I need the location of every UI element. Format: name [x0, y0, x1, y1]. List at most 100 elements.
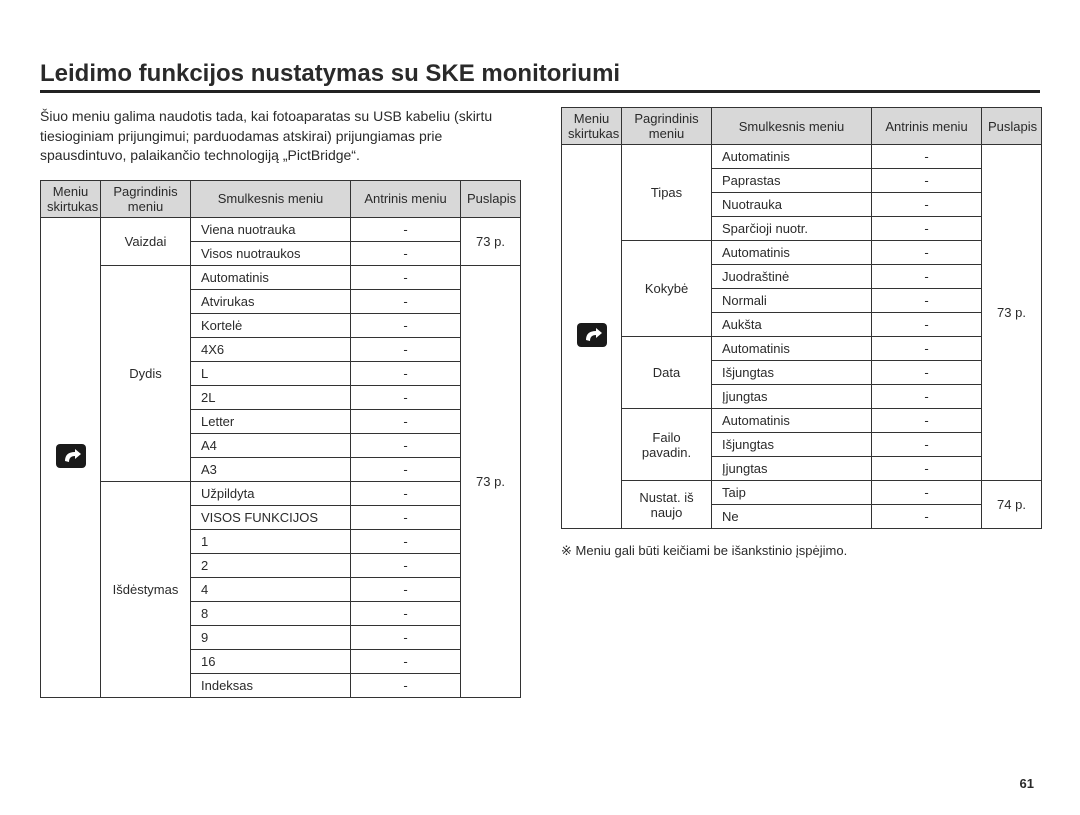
secondary-menu-cell: - — [351, 289, 461, 313]
sub-menu-cell: 4X6 — [191, 337, 351, 361]
table-row: Failo pavadin.Automatinis- — [562, 409, 1042, 433]
sub-menu-cell: 2 — [191, 553, 351, 577]
header-page: Puslapis — [982, 108, 1042, 145]
header-tab: Meniu skirtukas — [41, 180, 101, 217]
sub-menu-cell: Įjungtas — [712, 457, 872, 481]
secondary-menu-cell: - — [872, 145, 982, 169]
secondary-menu-cell: - — [351, 457, 461, 481]
sub-menu-cell: Juodraštinė — [712, 265, 872, 289]
secondary-menu-cell: - — [351, 217, 461, 241]
sub-menu-cell: Įjungtas — [712, 385, 872, 409]
sub-menu-cell: 2L — [191, 385, 351, 409]
table-row: TipasAutomatinis-73 p. — [562, 145, 1042, 169]
secondary-menu-cell: - — [872, 265, 982, 289]
left-table: Meniu skirtukasPagrindinis meniuSmulkesn… — [40, 180, 521, 698]
sub-menu-cell: 4 — [191, 577, 351, 601]
sub-menu-cell: Išjungtas — [712, 433, 872, 457]
secondary-menu-cell: - — [872, 481, 982, 505]
secondary-menu-cell: - — [351, 529, 461, 553]
secondary-menu-cell: - — [351, 361, 461, 385]
sub-menu-cell: Automatinis — [712, 409, 872, 433]
secondary-menu-cell: - — [872, 169, 982, 193]
secondary-menu-cell: - — [351, 265, 461, 289]
main-menu-cell: Failo pavadin. — [622, 409, 712, 481]
table-row: IšdėstymasUžpildyta- — [41, 481, 521, 505]
header-page: Puslapis — [461, 180, 521, 217]
header-sub: Smulkesnis meniu — [191, 180, 351, 217]
table-row: DydisAutomatinis-73 p. — [41, 265, 521, 289]
header-main: Pagrindinis meniu — [622, 108, 712, 145]
table-row: VaizdaiViena nuotrauka-73 p. — [41, 217, 521, 241]
page-cell: 73 p. — [461, 265, 521, 697]
right-column: Meniu skirtukasPagrindinis meniuSmulkesn… — [561, 107, 1042, 698]
page-cell: 73 p. — [461, 217, 521, 265]
secondary-menu-cell: - — [872, 361, 982, 385]
intro-text: Šiuo meniu galima naudotis tada, kai fot… — [40, 107, 521, 166]
sub-menu-cell: 9 — [191, 625, 351, 649]
sub-menu-cell: Viena nuotrauka — [191, 217, 351, 241]
sub-menu-cell: 1 — [191, 529, 351, 553]
sub-menu-cell: Indeksas — [191, 673, 351, 697]
secondary-menu-cell: - — [351, 481, 461, 505]
secondary-menu-cell: - — [872, 313, 982, 337]
sub-menu-cell: Visos nuotraukos — [191, 241, 351, 265]
secondary-menu-cell: - — [872, 337, 982, 361]
secondary-menu-cell: - — [351, 313, 461, 337]
sub-menu-cell: Užpildyta — [191, 481, 351, 505]
secondary-menu-cell: - — [872, 505, 982, 529]
secondary-menu-cell: - — [351, 673, 461, 697]
table-row: KokybėAutomatinis- — [562, 241, 1042, 265]
sub-menu-cell: Sparčioji nuotr. — [712, 217, 872, 241]
sub-menu-cell: 8 — [191, 601, 351, 625]
secondary-menu-cell: - — [872, 193, 982, 217]
secondary-menu-cell: - — [351, 649, 461, 673]
main-menu-cell: Išdėstymas — [101, 481, 191, 697]
sub-menu-cell: VISOS FUNKCIJOS — [191, 505, 351, 529]
sub-menu-cell: Automatinis — [712, 145, 872, 169]
sub-menu-cell: Atvirukas — [191, 289, 351, 313]
secondary-menu-cell: - — [872, 289, 982, 313]
header-sec: Antrinis meniu — [872, 108, 982, 145]
sub-menu-cell: Ne — [712, 505, 872, 529]
main-menu-cell: Vaizdai — [101, 217, 191, 265]
main-menu-cell: Tipas — [622, 145, 712, 241]
footnote: ※ Meniu gali būti keičiami be išankstini… — [561, 543, 1042, 559]
page-cell: 73 p. — [982, 145, 1042, 481]
main-menu-cell: Nustat. iš naujo — [622, 481, 712, 529]
header-main: Pagrindinis meniu — [101, 180, 191, 217]
main-menu-cell: Dydis — [101, 265, 191, 481]
secondary-menu-cell: - — [351, 577, 461, 601]
secondary-menu-cell: - — [872, 217, 982, 241]
sub-menu-cell: Normali — [712, 289, 872, 313]
left-column: Šiuo meniu galima naudotis tada, kai fot… — [40, 107, 521, 698]
sub-menu-cell: Automatinis — [712, 337, 872, 361]
sub-menu-cell: Taip — [712, 481, 872, 505]
sub-menu-cell: Kortelė — [191, 313, 351, 337]
secondary-menu-cell: - — [872, 409, 982, 433]
header-tab: Meniu skirtukas — [562, 108, 622, 145]
secondary-menu-cell: - — [351, 433, 461, 457]
secondary-menu-cell: - — [872, 433, 982, 457]
table-row: Nustat. iš naujoTaip-74 p. — [562, 481, 1042, 505]
sub-menu-cell: Išjungtas — [712, 361, 872, 385]
sub-menu-cell: 16 — [191, 649, 351, 673]
right-table: Meniu skirtukasPagrindinis meniuSmulkesn… — [561, 107, 1042, 529]
secondary-menu-cell: - — [872, 457, 982, 481]
header-sub: Smulkesnis meniu — [712, 108, 872, 145]
page-title: Leidimo funkcijos nustatymas su SKE moni… — [40, 60, 1040, 93]
secondary-menu-cell: - — [351, 505, 461, 529]
page-number: 61 — [1020, 776, 1034, 791]
main-menu-cell: Data — [622, 337, 712, 409]
pictbridge-icon — [562, 145, 622, 529]
table-row: DataAutomatinis- — [562, 337, 1042, 361]
secondary-menu-cell: - — [351, 385, 461, 409]
sub-menu-cell: A4 — [191, 433, 351, 457]
secondary-menu-cell: - — [872, 241, 982, 265]
sub-menu-cell: Automatinis — [712, 241, 872, 265]
pictbridge-icon — [41, 217, 101, 697]
secondary-menu-cell: - — [351, 409, 461, 433]
secondary-menu-cell: - — [872, 385, 982, 409]
sub-menu-cell: Nuotrauka — [712, 193, 872, 217]
sub-menu-cell: Letter — [191, 409, 351, 433]
main-menu-cell: Kokybė — [622, 241, 712, 337]
